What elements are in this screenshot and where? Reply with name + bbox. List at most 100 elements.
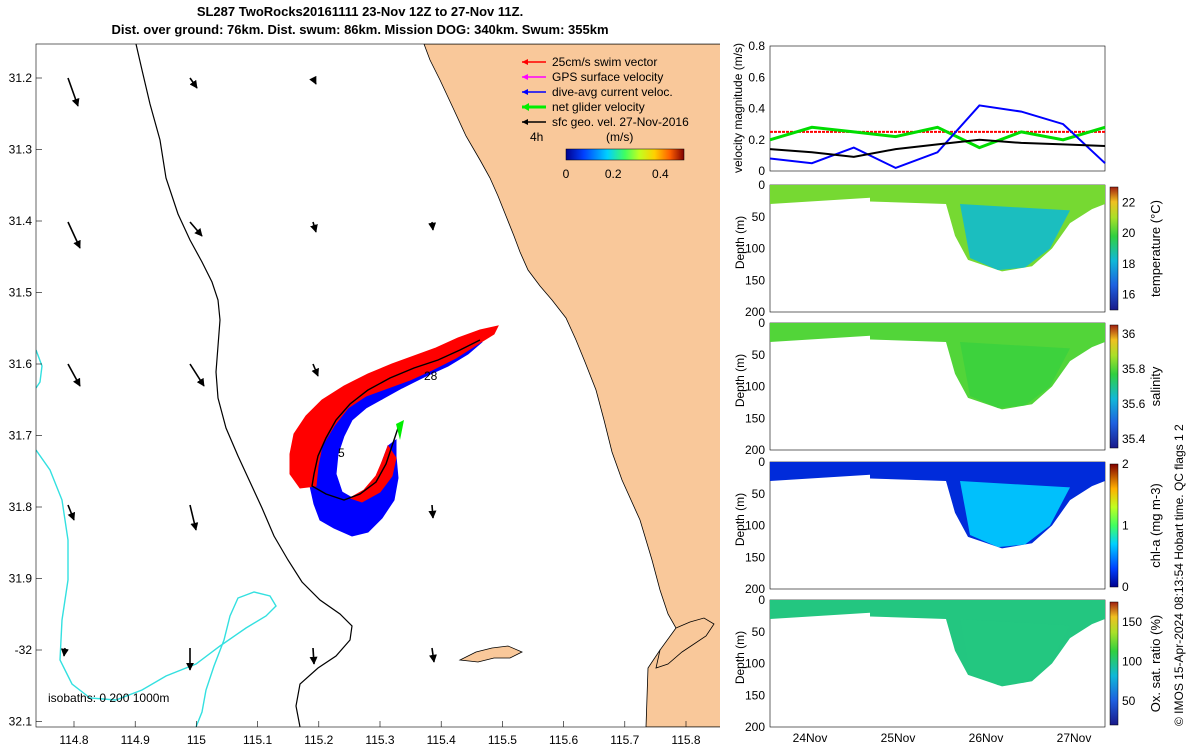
section-panel-chl-a: Depth (m) 0 50 100 150 200 0 1 2 chl-a (mg m-3) bbox=[733, 455, 1163, 596]
depth-tick-label: 150 bbox=[745, 550, 765, 564]
velocity-ytick-label: 0.8 bbox=[748, 39, 765, 53]
section-ylabel: Depth (m) bbox=[733, 493, 747, 546]
section-ylabel: Depth (m) bbox=[733, 216, 747, 269]
island bbox=[458, 645, 523, 663]
velocity-ytick-label: 0.6 bbox=[748, 70, 765, 84]
colorbar-tick-label: 22 bbox=[1122, 195, 1136, 209]
velocity-series-line bbox=[769, 125, 1106, 150]
depth-tick-label: 200 bbox=[745, 582, 765, 596]
section-colorbar bbox=[1109, 186, 1119, 311]
colorbar-label: chl-a (mg m-3) bbox=[1148, 483, 1163, 568]
lat-tick-label: 31.2 bbox=[9, 71, 33, 85]
section-deep-fill bbox=[960, 619, 1070, 686]
figure-title-line-1: SL287 TwoRocks20161111 23-Nov 12Z to 27-… bbox=[196, 4, 524, 19]
depth-tick-label: 0 bbox=[758, 316, 765, 330]
colorbar-tick-label: 16 bbox=[1122, 288, 1136, 302]
map-frame bbox=[35, 43, 720, 728]
section-deep-fill bbox=[960, 342, 1070, 409]
colorbar-tick-label: 100 bbox=[1122, 655, 1142, 669]
depth-tick-label: 50 bbox=[752, 487, 766, 501]
depth-tick-label: 0 bbox=[758, 593, 765, 607]
lon-tick-label: 115.1 bbox=[243, 733, 272, 747]
swim-vector-band bbox=[289, 325, 499, 489]
time-axis: 24Nov 25Nov 26Nov 27Nov bbox=[793, 731, 1092, 745]
colorbar-tick-label: 1 bbox=[1122, 519, 1129, 533]
speed-colorbar-ticks: 0 0.2 0.4 bbox=[563, 167, 669, 181]
depth-tick-label: 200 bbox=[745, 720, 765, 734]
colorbar-label: temperature (°C) bbox=[1148, 200, 1163, 297]
lon-tick-label: 115.2 bbox=[304, 733, 333, 747]
land-mass bbox=[423, 44, 720, 727]
lat-tick-label: 31.3 bbox=[9, 143, 33, 157]
depth-tick-label: 100 bbox=[745, 242, 765, 256]
section-ylabel: Depth (m) bbox=[733, 354, 747, 407]
isobath-1000m-north bbox=[36, 349, 43, 389]
colorbar-tick-label: 35.6 bbox=[1122, 397, 1146, 411]
isobaths-note: isobaths: 0 200 1000m bbox=[48, 691, 169, 705]
lon-tick-label: 115.7 bbox=[610, 733, 639, 747]
legend-sfc-geo-velocity: sfc geo. vel. 27-Nov-2016 bbox=[552, 115, 689, 129]
lat-tick-label: 31.9 bbox=[9, 572, 33, 586]
colorbar-tick-label: 0.2 bbox=[605, 167, 622, 181]
lat-tick-label: 31.6 bbox=[9, 357, 33, 371]
velocity-series-line bbox=[769, 138, 1106, 158]
section-ylabel: Depth (m) bbox=[733, 631, 747, 684]
lat-tick-label: 31.5 bbox=[9, 286, 33, 300]
longitude-axis: 114.8 114.9 115 115.1 115.2 115.3 115.4 115.5 11… bbox=[59, 721, 701, 747]
colorbar-tick-label: 150 bbox=[1122, 615, 1142, 629]
glider-track-line bbox=[311, 339, 481, 501]
section-colorbar bbox=[1109, 463, 1119, 588]
lat-tick-label: 32.1 bbox=[9, 715, 33, 729]
map-legend: 25cm/s swim vector GPS surface velocity … bbox=[522, 55, 689, 181]
time-tick-label: 25Nov bbox=[881, 731, 916, 745]
colorbar-tick-label: 18 bbox=[1122, 257, 1136, 271]
colorbar-tick-label: 50 bbox=[1122, 694, 1136, 708]
track-time-label-5: 5 bbox=[338, 446, 345, 460]
lon-tick-label: 115.8 bbox=[671, 733, 700, 747]
velocity-panel: 0 0.2 0.4 0.6 0.8 velocity magnitude (m/s) bbox=[731, 39, 1106, 178]
depth-tick-label: 100 bbox=[745, 380, 765, 394]
lat-tick-label: 31.4 bbox=[9, 214, 33, 228]
lon-tick-label: 114.8 bbox=[59, 733, 88, 747]
legend-net-glider-velocity: net glider velocity bbox=[552, 100, 645, 114]
colorbar-label: salinity bbox=[1148, 366, 1163, 406]
depth-tick-label: 50 bbox=[752, 625, 766, 639]
section-colorbar bbox=[1109, 601, 1119, 726]
colorbar-tick-label: 0.4 bbox=[652, 167, 669, 181]
depth-tick-label: 150 bbox=[745, 411, 765, 425]
time-tick-label: 26Nov bbox=[969, 731, 1004, 745]
net-glider-velocity-marker bbox=[396, 420, 404, 440]
colorbar-tick-label: 36 bbox=[1122, 327, 1136, 341]
depth-tick-label: 200 bbox=[745, 443, 765, 457]
colorbar-tick-label: 0 bbox=[1122, 580, 1129, 594]
isobath-1000m bbox=[36, 449, 277, 727]
sfc-geo-velocity-arrows bbox=[60, 75, 437, 671]
depth-tick-label: 0 bbox=[758, 178, 765, 192]
section-panel-temperature: Depth (m) 0 50 100 150 200 16 18 20 22 temperature… bbox=[733, 178, 1163, 319]
coast-islet bbox=[655, 617, 715, 669]
isobath-200m bbox=[135, 44, 353, 727]
colorbar-tick-label: 35.4 bbox=[1122, 432, 1146, 446]
lon-tick-label: 115.3 bbox=[365, 733, 394, 747]
section-deep-fill bbox=[960, 204, 1070, 271]
lon-tick-label: 115.6 bbox=[549, 733, 578, 747]
speed-colorbar bbox=[565, 148, 685, 161]
depth-tick-label: 0 bbox=[758, 455, 765, 469]
colorbar-tick-label: 2 bbox=[1122, 457, 1129, 471]
lon-tick-label: 114.9 bbox=[121, 733, 150, 747]
credit-text: © IMOS 15-Apr-2024 08:13:54 Hobart time.… bbox=[1172, 424, 1186, 726]
glider-track-map: 28 5 114.8 114.9 115 115.1 115.2 115.3 115.4 11… bbox=[9, 43, 720, 747]
velocity-ytick-label: 0.2 bbox=[748, 133, 765, 147]
section-deep-fill bbox=[960, 481, 1070, 548]
time-tick-label: 24Nov bbox=[793, 731, 828, 745]
legend-dive-avg-current: dive-avg current veloc. bbox=[552, 85, 673, 99]
section-panel-ox-sat-ratio: Depth (m) 0 50 100 150 200 50 100 150 Ox. sat. ra… bbox=[733, 593, 1163, 734]
colorbar-unit-label: (m/s) bbox=[606, 130, 633, 144]
legend-gps-surface-velocity: GPS surface velocity bbox=[552, 70, 663, 84]
velocity-ylabel: velocity magnitude (m/s) bbox=[731, 43, 745, 173]
depth-tick-label: 50 bbox=[752, 348, 766, 362]
time-note: 4h bbox=[530, 130, 543, 144]
depth-tick-label: 200 bbox=[745, 305, 765, 319]
colorbar-tick-label: 35.8 bbox=[1122, 362, 1146, 376]
lon-tick-label: 115 bbox=[187, 733, 206, 747]
